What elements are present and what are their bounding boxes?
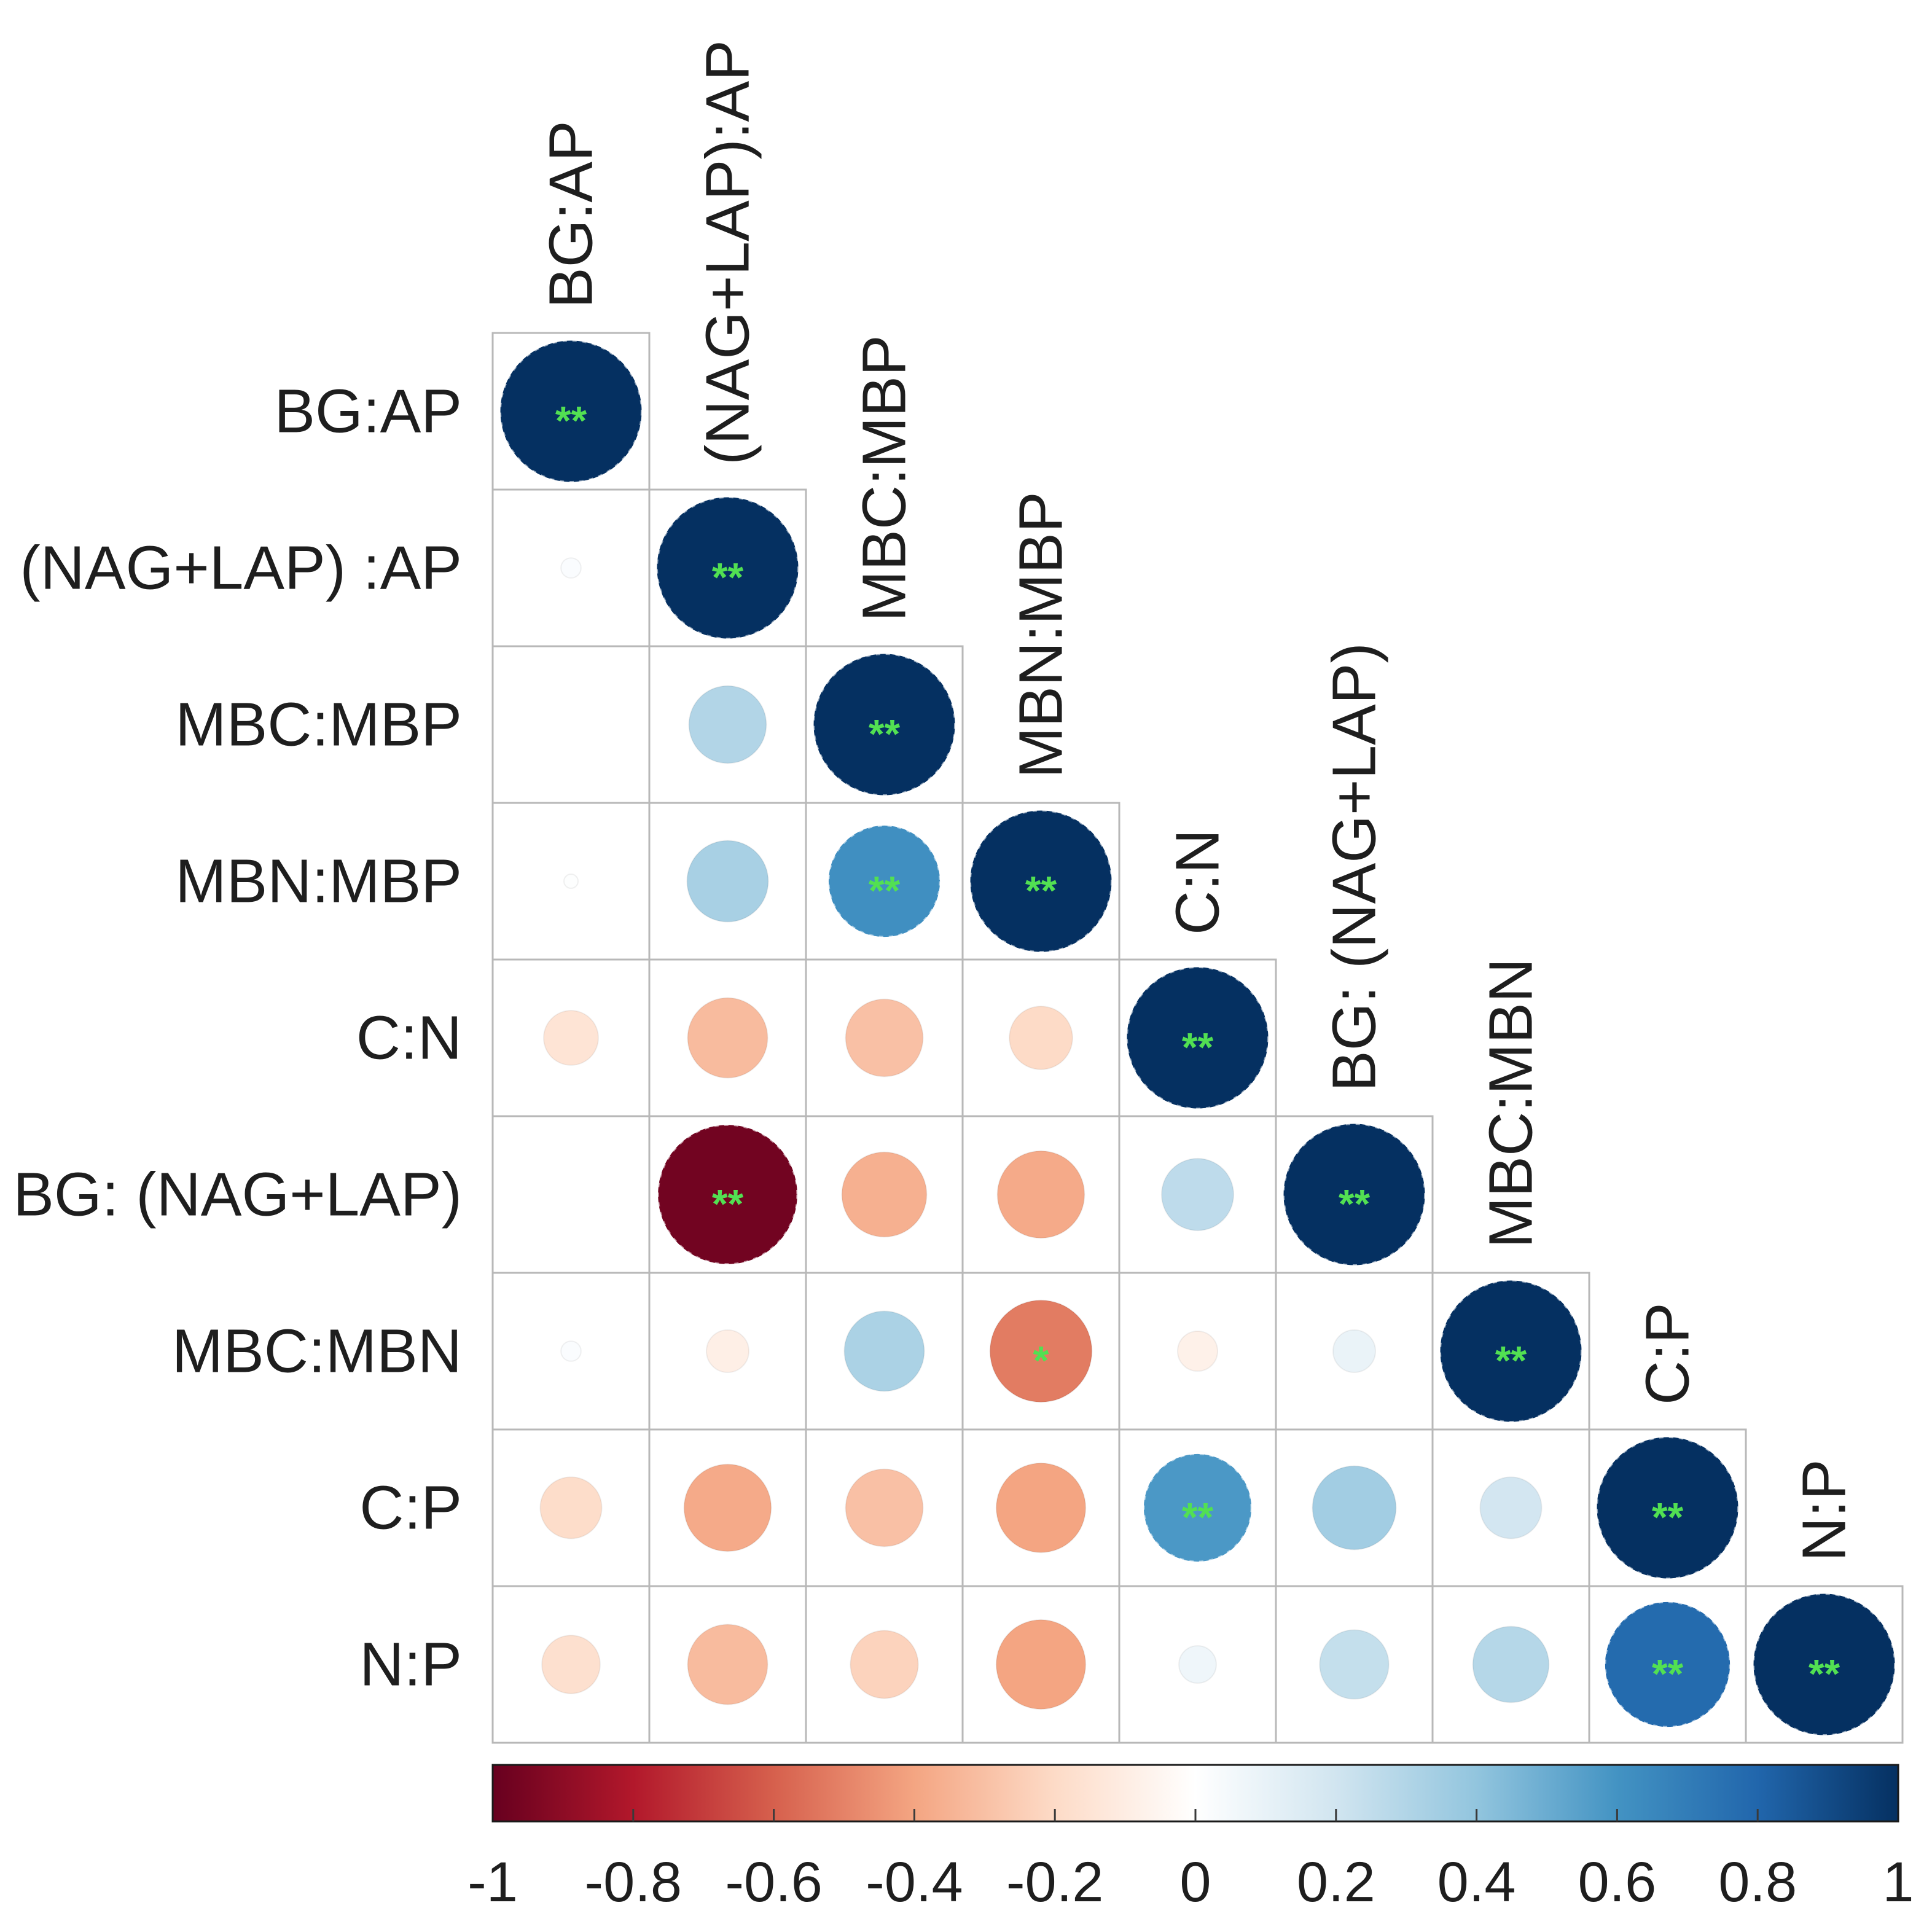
- column-label-0: BG:AP: [537, 120, 606, 308]
- colorbar-tick-label-7: 0.4: [1437, 1851, 1516, 1914]
- correlation-circle-r8-c5: [1319, 1629, 1390, 1700]
- significance-mark-r8-c8: **: [1809, 1651, 1840, 1697]
- significance-mark-r5-c5: **: [1339, 1181, 1371, 1227]
- colorbar-tick-label-10: 1: [1882, 1851, 1914, 1914]
- colorbar: -1 -0.8 -0.6 -0.4 -0.2 0 0.2 0.4 0.6 0.8 1: [467, 1764, 1914, 1914]
- correlation-circle-r1-c0: [560, 557, 582, 579]
- row-label-6: MBC:MBN: [172, 1317, 462, 1386]
- correlation-circle-r5-c1: [657, 1124, 799, 1265]
- column-label-6: MBC:MBN: [1477, 958, 1546, 1248]
- grid-cell-r2-c0: [491, 645, 651, 804]
- column-label-1: (NAG+LAP):AP: [694, 40, 762, 465]
- significance-mark-r2-c2: **: [869, 711, 901, 757]
- correlation-circle-r4-c1: [687, 997, 768, 1079]
- correlation-circle-r7-c6: [1479, 1476, 1543, 1539]
- significance-marks: ******** ****** *** **** **** **: [555, 398, 1840, 1697]
- correlation-circle-r2-c1: [688, 685, 767, 764]
- correlation-circle-r6-c5: [1332, 1329, 1376, 1373]
- correlation-circle-r8-c2: [850, 1630, 919, 1699]
- correlation-circle-r7-c2: [845, 1468, 924, 1547]
- correlation-circle-r5-c3: [996, 1150, 1085, 1239]
- correlation-circle-r3-c1: [686, 840, 769, 923]
- correlation-circle-r7-c7: [1596, 1436, 1739, 1579]
- correlation-circle-r8-c4: [1178, 1645, 1217, 1684]
- row-label-2: MBC:MBP: [175, 690, 462, 759]
- correlation-circle-r6-c6: [1439, 1280, 1582, 1423]
- significance-mark-r4-c4: **: [1182, 1025, 1214, 1070]
- column-label-8: N:P: [1790, 1459, 1859, 1562]
- significance-mark-r6-c6: **: [1495, 1338, 1527, 1383]
- colorbar-tick-label-3: -0.4: [866, 1851, 963, 1914]
- significance-mark-r8-c7: **: [1652, 1651, 1684, 1697]
- column-labels: BG:AP (NAG+LAP):AP MBC:MBP MBN:MBP C:N BG: (N…: [537, 40, 1859, 1562]
- correlation-circle-r4-c0: [543, 1010, 599, 1066]
- correlation-circle-r8-c7: [1604, 1601, 1731, 1728]
- significance-mark-r3-c3: **: [1025, 868, 1057, 913]
- row-label-8: N:P: [359, 1630, 462, 1699]
- correlation-circle-r8-c8: [1753, 1593, 1896, 1736]
- correlation-circle-r4-c2: [845, 998, 924, 1077]
- significance-mark-r3-c2: **: [869, 868, 901, 913]
- correlation-circle-r6-c0: [560, 1340, 582, 1362]
- correlation-circle-r6-c3: [989, 1299, 1093, 1403]
- correlation-circle-r5-c5: [1283, 1123, 1426, 1266]
- column-label-7: C:P: [1633, 1302, 1702, 1405]
- correlation-circle-r8-c1: [687, 1624, 768, 1705]
- correlation-circles: [499, 340, 1896, 1736]
- colorbar-tick-label-5: 0: [1179, 1851, 1211, 1914]
- colorbar-tick-labels: -1 -0.8 -0.6 -0.4 -0.2 0 0.2 0.4 0.6 0.8 1: [467, 1851, 1914, 1914]
- correlation-circle-r8-c0: [541, 1635, 601, 1694]
- correlation-circle-r8-c3: [995, 1619, 1087, 1710]
- correlation-circle-r7-c1: [683, 1463, 772, 1552]
- correlation-circle-r2-c2: [813, 653, 956, 796]
- colorbar-tick-label-4: -0.2: [1006, 1851, 1104, 1914]
- column-label-2: MBC:MBP: [850, 335, 919, 622]
- row-labels: BG:AP (NAG+LAP) :AP MBC:MBP MBN:MBP C:N BG: (…: [13, 377, 462, 1699]
- correlation-circle-r7-c3: [995, 1462, 1087, 1554]
- column-label-4: C:N: [1164, 829, 1232, 935]
- correlation-circle-r6-c2: [843, 1310, 925, 1392]
- row-label-5: BG: (NAG+LAP): [13, 1160, 462, 1229]
- column-label-3: MBN:MBP: [1007, 491, 1076, 778]
- correlation-circle-r6-c4: [1177, 1331, 1218, 1372]
- row-label-4: C:N: [356, 1004, 462, 1073]
- significance-mark-r7-c4: **: [1182, 1495, 1214, 1540]
- colorbar-tick-label-2: -0.6: [725, 1851, 823, 1914]
- row-label-1: (NAG+LAP) :AP: [20, 534, 462, 603]
- grid-cell-r5-c0: [491, 1115, 651, 1274]
- colorbar-tick-label-8: 0.6: [1578, 1851, 1656, 1914]
- colorbar-tick-label-1: -0.8: [585, 1851, 682, 1914]
- significance-mark-r7-c7: **: [1652, 1495, 1684, 1540]
- colorbar-ticks: [632, 1809, 1759, 1821]
- significance-mark-r5-c1: **: [712, 1181, 744, 1227]
- correlation-circle-r3-c3: [969, 810, 1113, 953]
- colorbar-tick-label-6: 0.2: [1297, 1851, 1375, 1914]
- correlation-circle-r3-c2: [827, 824, 941, 938]
- row-label-7: C:P: [359, 1474, 462, 1543]
- correlation-circle-r8-c6: [1472, 1625, 1550, 1703]
- significance-mark-r6-c3: *: [1033, 1338, 1049, 1383]
- significance-mark-r0-c0: **: [555, 398, 587, 444]
- correlation-circle-r7-c0: [539, 1476, 603, 1539]
- correlation-circle-r7-c4: [1143, 1453, 1253, 1563]
- row-label-3: MBN:MBP: [175, 847, 462, 916]
- correlation-circle-r3-c0: [563, 874, 579, 889]
- row-label-0: BG:AP: [274, 377, 462, 446]
- column-label-5: BG: (NAG+LAP): [1320, 643, 1389, 1092]
- colorbar-tick-label-0: -1: [467, 1851, 518, 1914]
- correlation-circle-r1-c1: [656, 496, 799, 639]
- correlation-circle-r5-c4: [1160, 1157, 1235, 1232]
- correlation-circle-r6-c1: [706, 1329, 749, 1373]
- correlation-circle-r4-c4: [1126, 966, 1269, 1109]
- colorbar-tick-label-9: 0.8: [1718, 1851, 1797, 1914]
- correlation-circle-r4-c3: [1009, 1006, 1073, 1070]
- correlation-circle-r5-c2: [841, 1151, 928, 1238]
- significance-mark-r1-c1: **: [712, 555, 744, 600]
- correlation-circle-r7-c5: [1312, 1465, 1397, 1551]
- correlation-circle-r0-c0: [499, 340, 643, 483]
